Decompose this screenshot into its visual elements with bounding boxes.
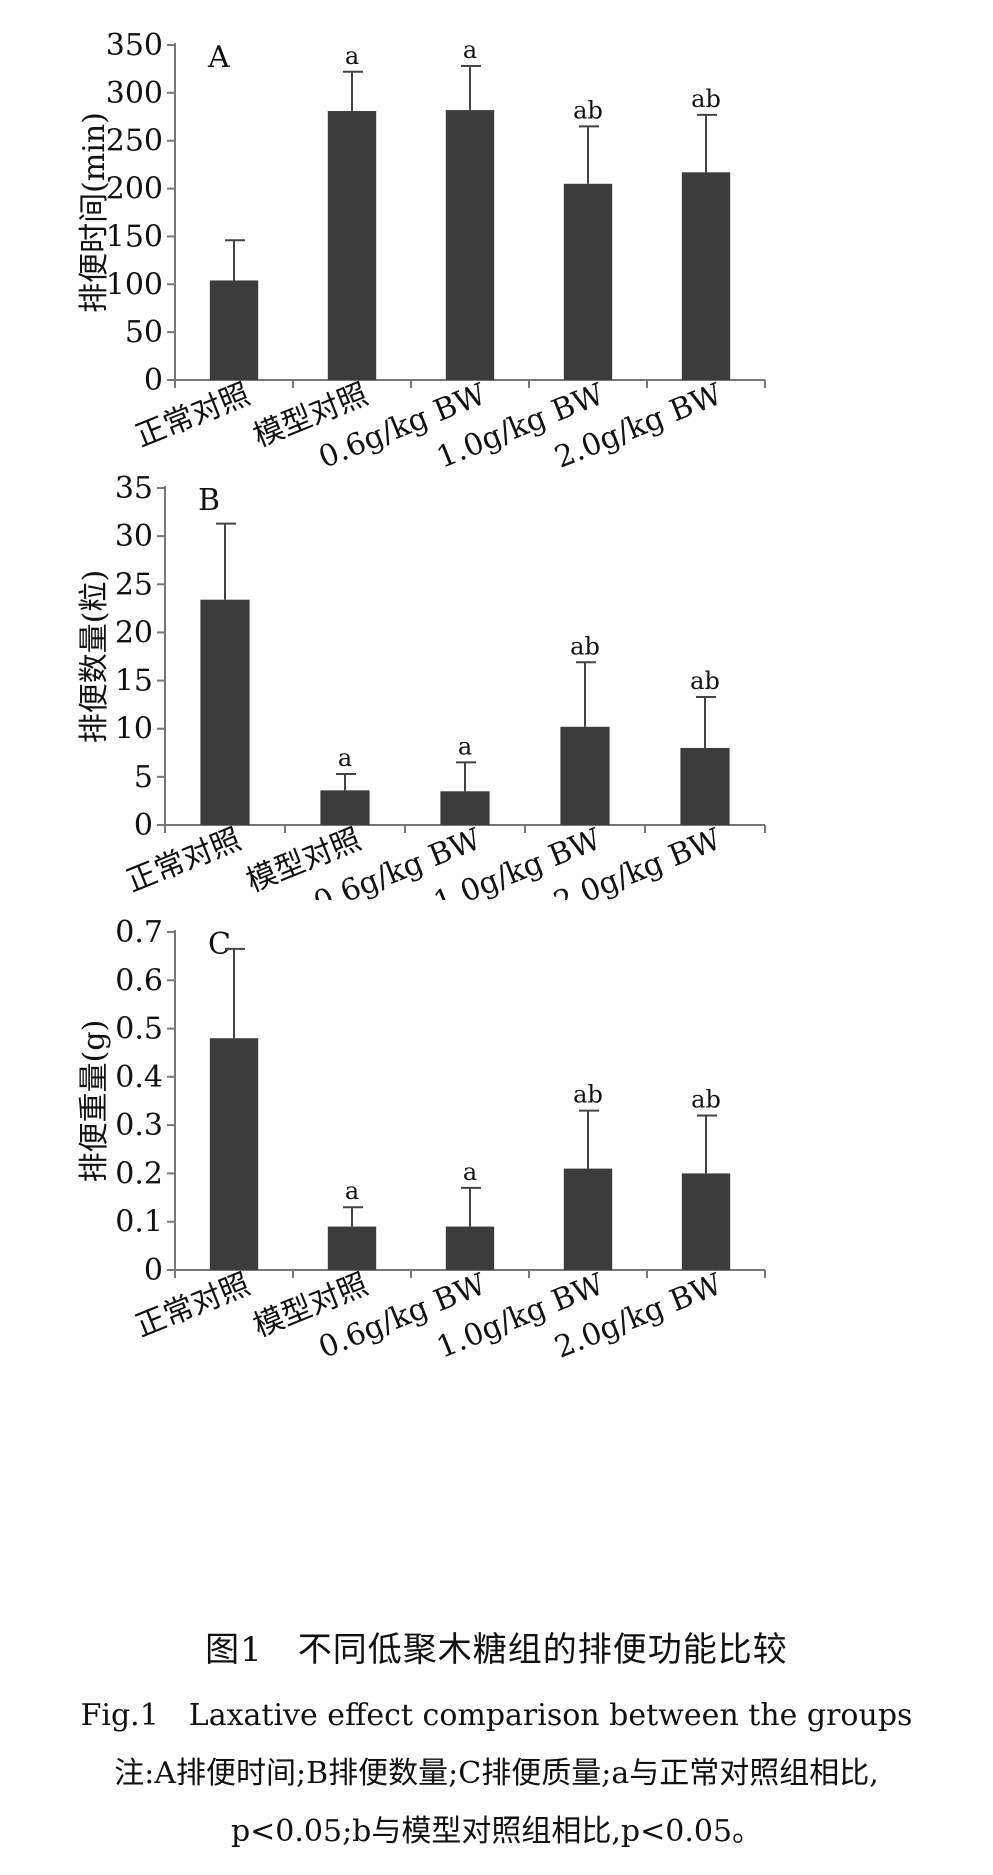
chart-panel-b: 05101520253035排便数量(粒)B正常对照a模型对照a0.6g/kg … [77, 471, 766, 900]
bar [563, 1168, 613, 1270]
significance-label: a [338, 744, 352, 772]
panel-letter: A [207, 40, 230, 75]
panel-letter: B [198, 483, 220, 518]
significance-label: a [345, 42, 359, 70]
figure-caption-english: Fig.1 Laxative effect comparison between… [80, 1698, 913, 1733]
significance-label: ab [691, 85, 721, 113]
bar [209, 280, 259, 380]
y-tick-label: 250 [106, 124, 163, 159]
significance-label: ab [573, 1081, 603, 1109]
figure-caption-chinese: 图1 不同低聚木糖组的排便功能比较 [205, 1630, 788, 1670]
y-tick-label: 0.4 [115, 1060, 163, 1095]
y-tick-label: 15 [115, 664, 153, 699]
significance-label: a [345, 1177, 359, 1205]
bar [200, 599, 250, 825]
y-tick-label: 0 [144, 363, 163, 398]
bar [320, 790, 370, 825]
bar [327, 1226, 377, 1270]
y-tick-label: 10 [115, 712, 153, 747]
bar [445, 1226, 495, 1270]
bar [440, 791, 490, 825]
significance-label: a [463, 1158, 477, 1186]
y-tick-label: 200 [106, 172, 163, 207]
y-tick-label: 150 [106, 219, 163, 254]
bar [680, 747, 730, 825]
chart-panel-a: 050100150200250300350排便时间(min)A正常对照a模型对照… [77, 28, 766, 476]
y-tick-label: 35 [115, 471, 153, 506]
significance-label: ab [570, 632, 600, 660]
panel-letter: C [208, 927, 231, 962]
y-tick-label: 0.2 [115, 1156, 163, 1191]
y-tick-label: 0.1 [115, 1205, 163, 1240]
y-tick-label: 0 [144, 1253, 163, 1288]
y-tick-label: 25 [115, 567, 153, 602]
significance-label: a [463, 36, 477, 64]
y-axis-label: 排便重量(g) [77, 1020, 112, 1183]
y-tick-label: 350 [106, 28, 163, 63]
figure-note-line-2: p<0.05;b与模型对照组相比,p<0.05。 [230, 1814, 763, 1849]
y-axis-label: 排便时间(min) [77, 112, 112, 313]
bar [560, 726, 610, 825]
y-tick-label: 20 [115, 615, 153, 650]
y-tick-label: 100 [106, 267, 163, 302]
bar [681, 1173, 731, 1270]
y-tick-label: 30 [115, 519, 153, 554]
bar [209, 1038, 259, 1270]
significance-label: ab [690, 667, 720, 695]
y-tick-label: 0 [134, 808, 153, 843]
chart-panel-c: 00.10.20.30.40.50.60.7排便重量(g)C正常对照a模型对照a… [77, 915, 766, 1366]
y-tick-label: 0.7 [115, 915, 163, 950]
y-tick-label: 300 [106, 76, 163, 111]
bar [681, 172, 731, 380]
significance-label: a [458, 732, 472, 760]
y-tick-label: 0.6 [115, 963, 163, 998]
bar [445, 110, 495, 380]
y-tick-label: 50 [125, 315, 163, 350]
y-axis-label: 排便数量(粒) [77, 570, 112, 743]
bar [327, 111, 377, 381]
y-tick-label: 5 [134, 760, 153, 795]
significance-label: ab [573, 96, 603, 124]
y-tick-label: 0.5 [115, 1012, 163, 1047]
significance-label: ab [691, 1085, 721, 1113]
figure-note-line-1: 注:A排便时间;B排便数量;C排便质量;a与正常对照组相比, [114, 1756, 879, 1791]
y-tick-label: 0.3 [115, 1108, 163, 1143]
bar [563, 183, 613, 380]
